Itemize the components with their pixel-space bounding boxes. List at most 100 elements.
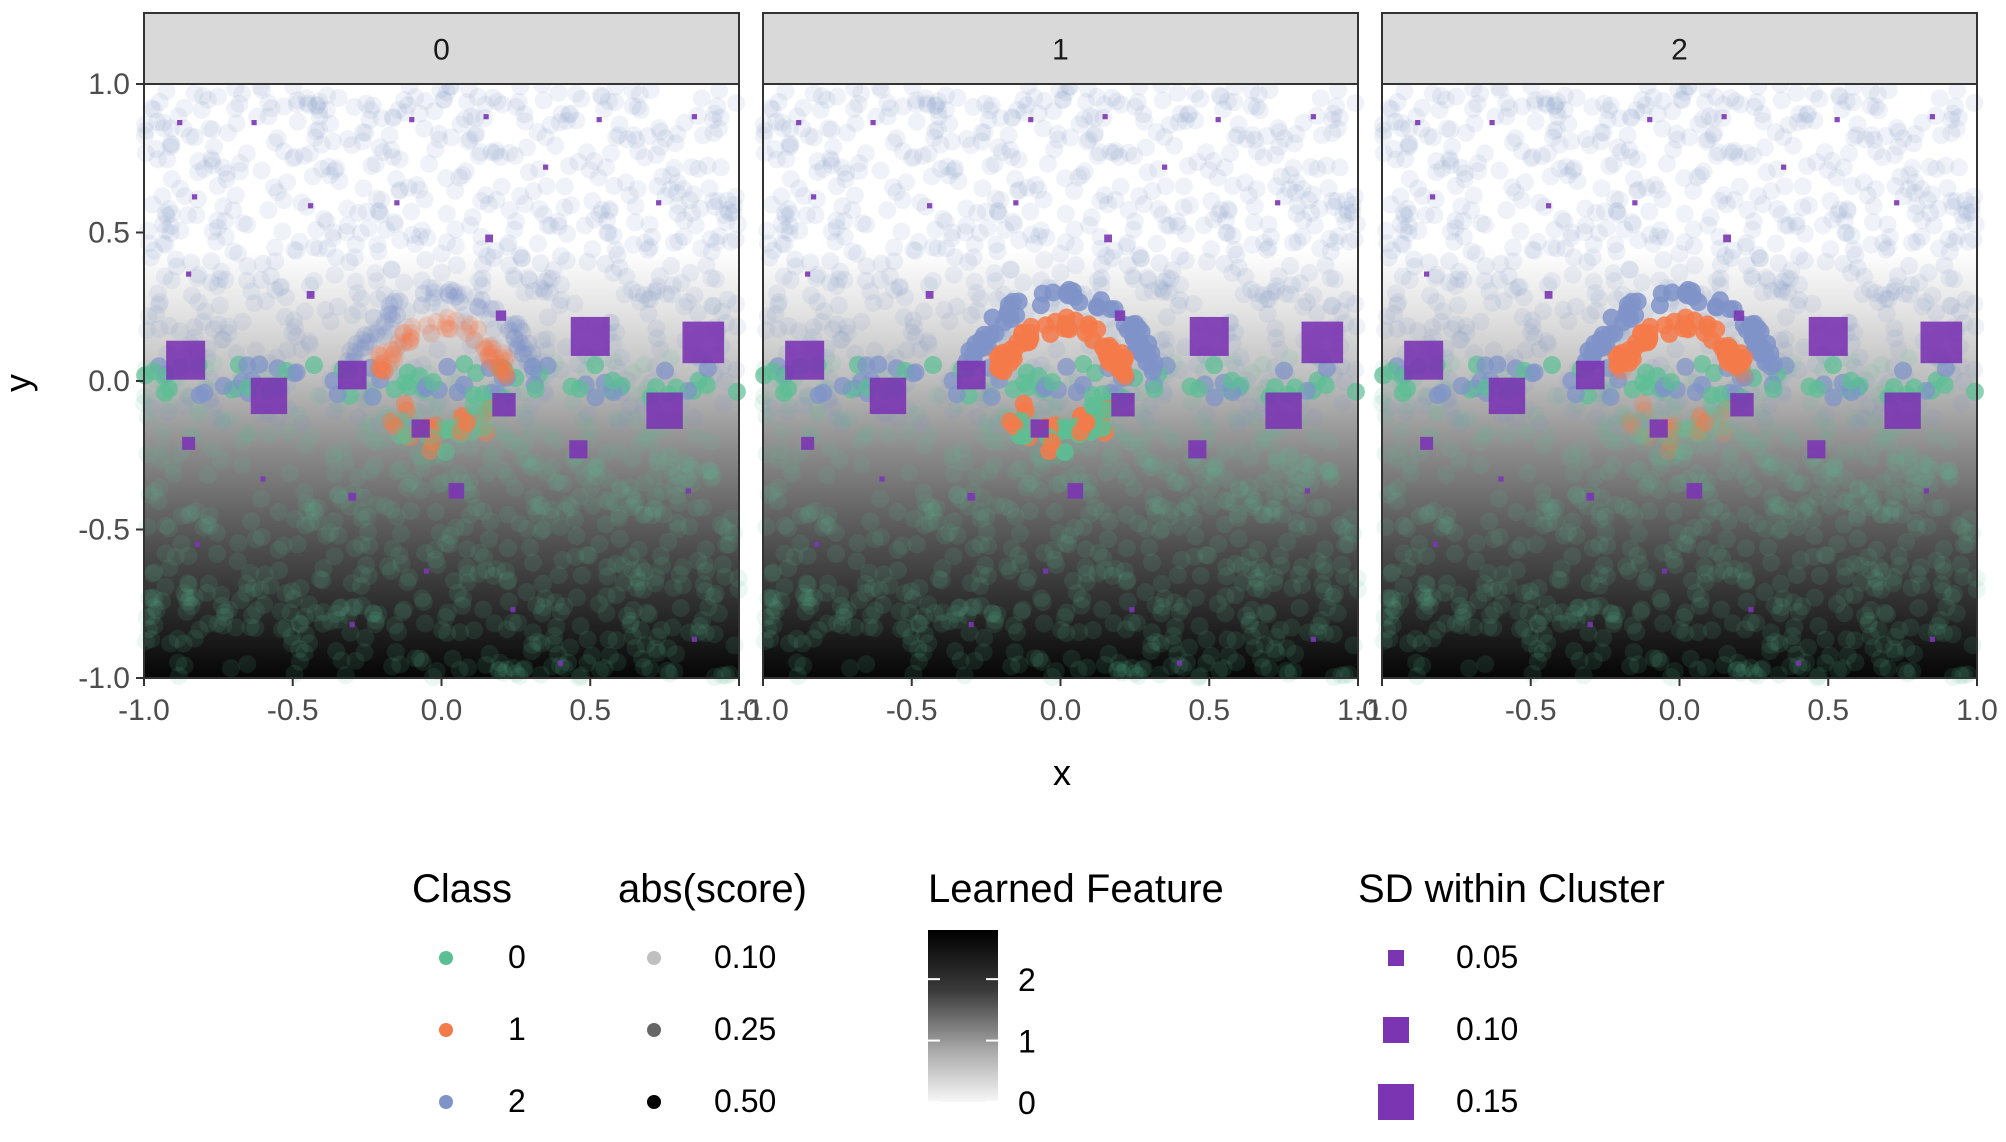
data-point — [885, 133, 903, 151]
data-point — [933, 559, 951, 577]
data-point — [298, 502, 316, 520]
data-point — [343, 306, 361, 324]
data-point — [507, 212, 525, 230]
data-point — [477, 561, 495, 579]
data-point — [1545, 97, 1563, 115]
data-point — [1563, 402, 1581, 420]
data-point — [1321, 433, 1339, 451]
data-point — [1198, 630, 1216, 648]
data-point — [207, 233, 225, 251]
data-point — [1479, 564, 1497, 582]
facet-strip-label: 0 — [433, 34, 450, 67]
cluster-sd-square — [801, 437, 814, 450]
data-point — [1964, 636, 1982, 654]
data-point — [806, 206, 824, 224]
data-point — [433, 264, 451, 282]
data-point — [416, 251, 434, 269]
data-point — [248, 108, 266, 126]
cluster-sd-square — [692, 114, 697, 119]
data-point — [1653, 593, 1671, 611]
data-point — [1074, 355, 1092, 373]
data-point — [1581, 306, 1599, 324]
data-point — [1258, 241, 1276, 259]
data-point — [1395, 517, 1413, 535]
data-point — [586, 356, 604, 374]
data-point — [370, 202, 388, 220]
data-point — [782, 205, 800, 223]
data-point — [555, 597, 573, 615]
data-point — [205, 138, 223, 156]
data-point — [860, 618, 878, 636]
data-point — [238, 655, 256, 673]
cluster-sd-square — [251, 378, 287, 414]
cluster-sd-square — [192, 194, 197, 199]
data-point — [1774, 283, 1792, 301]
cluster-sd-square — [1103, 114, 1108, 119]
data-point — [1134, 105, 1152, 123]
data-point — [1398, 317, 1416, 335]
data-point — [1821, 240, 1839, 258]
data-point — [402, 203, 420, 221]
data-point — [305, 272, 323, 290]
data-point — [1793, 659, 1811, 677]
data-point — [1772, 520, 1790, 538]
data-point — [1500, 577, 1518, 595]
data-point — [1545, 221, 1563, 239]
data-point — [1902, 619, 1920, 637]
data-point — [238, 584, 256, 602]
data-point — [721, 204, 739, 222]
data-point — [1932, 498, 1950, 516]
data-point — [989, 202, 1007, 220]
y-tick-label: -1.0 — [78, 662, 130, 695]
data-point — [1140, 538, 1158, 556]
data-point — [1944, 625, 1962, 643]
data-point — [1903, 234, 1921, 252]
data-point — [1015, 395, 1033, 413]
data-point — [1229, 414, 1247, 432]
data-point — [1112, 178, 1130, 196]
data-point — [710, 604, 728, 622]
data-point — [1101, 344, 1119, 362]
data-point — [834, 377, 852, 395]
data-point — [1793, 597, 1811, 615]
data-point — [1333, 394, 1351, 412]
data-point — [1006, 341, 1024, 359]
data-point — [694, 498, 712, 516]
data-point — [802, 286, 820, 304]
data-point — [1084, 397, 1102, 415]
data-point — [958, 216, 976, 234]
data-point — [1137, 583, 1155, 601]
data-point — [641, 215, 659, 233]
data-point — [383, 657, 401, 675]
data-point — [1021, 203, 1039, 221]
data-point — [408, 176, 426, 194]
data-point — [561, 638, 579, 656]
data-point — [370, 356, 388, 374]
data-point — [1437, 466, 1455, 484]
data-point — [775, 384, 793, 402]
data-point — [366, 264, 384, 282]
data-point — [1133, 323, 1151, 341]
data-point — [1910, 599, 1928, 617]
data-point — [1712, 601, 1730, 619]
data-point — [153, 441, 171, 459]
data-point — [1527, 113, 1545, 131]
data-point — [1527, 535, 1545, 553]
data-point — [986, 155, 1004, 173]
data-point — [234, 456, 252, 474]
data-point — [171, 180, 189, 198]
data-point — [1202, 192, 1220, 210]
data-point — [189, 190, 207, 208]
data-point — [1209, 595, 1227, 613]
data-point — [455, 355, 473, 373]
data-point — [1077, 558, 1095, 576]
data-point — [231, 154, 249, 172]
data-point — [229, 245, 247, 263]
data-point — [583, 463, 601, 481]
data-point — [449, 383, 467, 401]
data-point — [699, 157, 717, 175]
data-point — [1485, 530, 1503, 548]
data-point — [578, 546, 596, 564]
cluster-sd-square — [177, 120, 182, 125]
data-point — [353, 510, 371, 528]
